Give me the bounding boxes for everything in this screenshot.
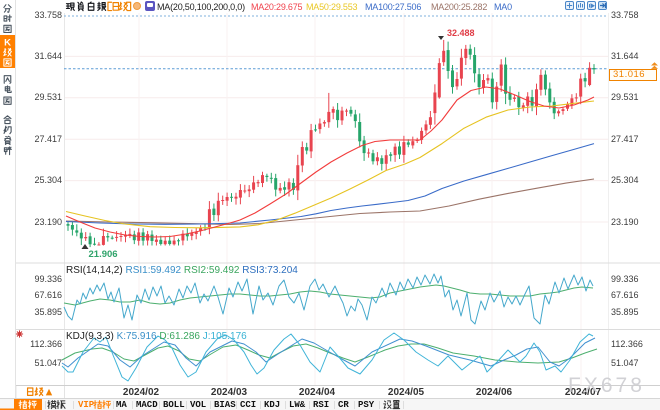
svg-text:K: K: [4, 38, 11, 49]
